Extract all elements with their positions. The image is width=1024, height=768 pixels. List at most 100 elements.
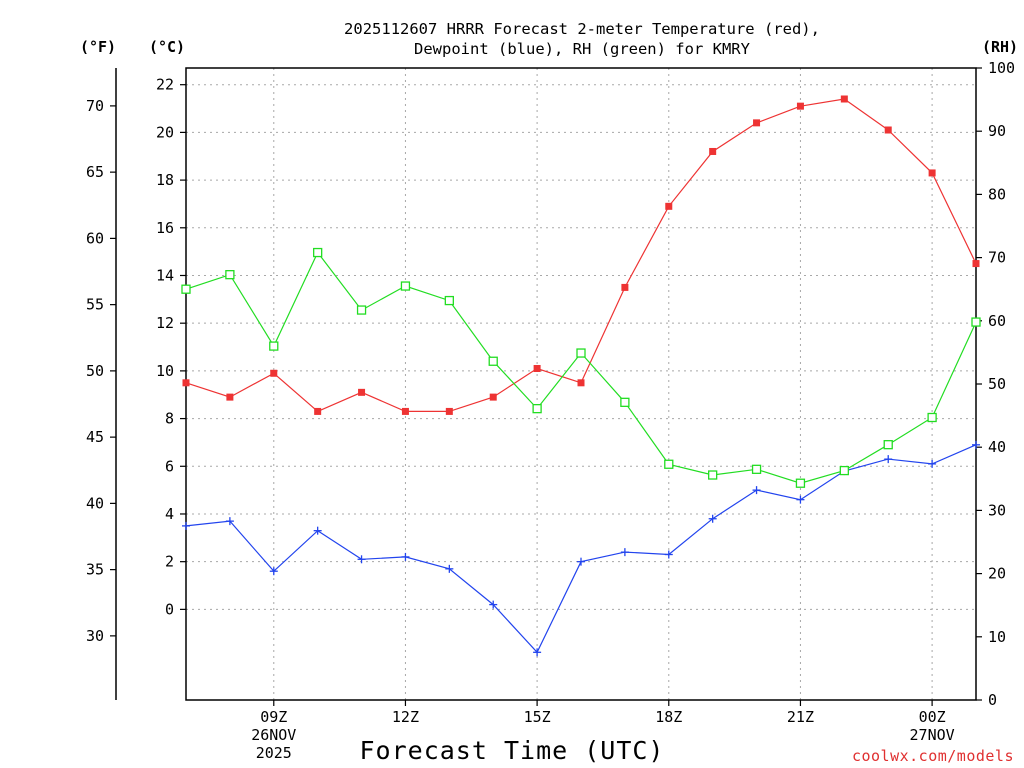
rh-point <box>971 317 981 327</box>
2-meter-temperature-point <box>489 393 497 401</box>
rh-tick-label: 10 <box>988 628 1006 646</box>
2-meter-temperature-point <box>401 407 409 415</box>
rh-point <box>708 470 718 480</box>
fahrenheit-tick-label: 45 <box>86 428 104 446</box>
dewpoint-point <box>708 514 717 523</box>
celsius-tick-label: 18 <box>156 171 174 189</box>
rh-tick-label: 40 <box>988 438 1006 456</box>
2-meter-temperature-point <box>753 119 761 127</box>
2-meter-temperature-point <box>226 393 234 401</box>
dewpoint-point <box>357 555 366 564</box>
x-tick-label: 12Z <box>392 708 419 726</box>
celsius-tick-label: 0 <box>165 600 174 618</box>
celsius-tick-label: 14 <box>156 266 174 284</box>
2-meter-temperature-point <box>840 95 848 103</box>
fahrenheit-tick-label: 55 <box>86 296 104 314</box>
2-meter-temperature-point <box>270 369 278 377</box>
rh-tick-label: 70 <box>988 249 1006 267</box>
chart-title-line-1: 2025112607 HRRR Forecast 2-meter Tempera… <box>344 20 820 38</box>
rh-point <box>883 440 893 450</box>
rh-tick-label: 60 <box>988 312 1006 330</box>
fahrenheit-unit-label: (°F) <box>80 38 116 56</box>
rh-point <box>313 247 323 258</box>
2-meter-temperature-point <box>182 379 190 387</box>
credit-text: coolwx.com/models <box>852 747 1014 765</box>
dewpoint-point <box>269 567 278 576</box>
x-tick-label: 09Z <box>260 708 287 726</box>
rh-point <box>620 397 630 407</box>
celsius-tick-label: 10 <box>156 362 174 380</box>
2-meter-temperature-point <box>928 169 936 177</box>
x-tick-label: 00Z <box>919 708 946 726</box>
dewpoint-point <box>620 548 629 557</box>
2-meter-temperature-point <box>314 407 322 415</box>
2-meter-temperature-point <box>709 147 717 155</box>
dewpoint-point <box>182 521 190 530</box>
2-meter-temperature-point <box>972 260 980 268</box>
dewpoint-point <box>577 557 585 566</box>
rh-point <box>356 305 367 315</box>
dewpoint-point <box>928 459 937 468</box>
celsius-tick-label: 12 <box>156 314 174 332</box>
rh-tick-label: 100 <box>988 59 1015 77</box>
celsius-tick-label: 16 <box>156 219 174 237</box>
dewpoint-point <box>225 517 234 526</box>
celsius-unit-label: (°C) <box>149 38 185 56</box>
rh-tick-label: 30 <box>988 501 1006 519</box>
rh-point <box>488 356 498 366</box>
rh-point <box>181 284 191 294</box>
fahrenheit-tick-label: 65 <box>86 163 104 181</box>
x-tick-label: 18Z <box>655 708 682 726</box>
2-meter-temperature-point <box>577 379 585 387</box>
fahrenheit-tick-label: 35 <box>86 561 104 579</box>
2-meter-temperature-point <box>796 102 804 110</box>
x-tick-label: 2025 <box>256 744 292 762</box>
2-meter-temperature-point <box>533 364 541 372</box>
x-tick-label: 26NOV <box>251 726 296 744</box>
fahrenheit-tick-label: 70 <box>86 97 104 115</box>
2-meter-temperature-point <box>665 202 673 210</box>
fahrenheit-tick-label: 50 <box>86 362 104 380</box>
2-meter-temperature-point <box>358 388 366 396</box>
2-meter-temperature-point <box>884 126 892 134</box>
x-tick-label: 27NOV <box>910 726 955 744</box>
rh-point <box>532 403 542 414</box>
dewpoint-point <box>884 455 893 464</box>
series-layer <box>181 95 981 657</box>
celsius-tick-label: 22 <box>156 76 174 94</box>
rh-point <box>444 295 454 306</box>
dewpoint-point <box>445 564 454 573</box>
dewpoint-point <box>489 600 498 609</box>
rh-point <box>664 459 674 469</box>
fahrenheit-tick-label: 60 <box>86 229 104 247</box>
rh-tick-label: 0 <box>988 691 997 709</box>
2-meter-temperature-point <box>621 283 629 291</box>
rh-tick-label: 50 <box>988 375 1006 393</box>
rh-point <box>576 348 586 358</box>
dewpoint-point <box>313 526 322 535</box>
dewpoint-point <box>664 550 673 559</box>
chart-title-line-2: Dewpoint (blue), RH (green) for KMRY <box>414 40 751 58</box>
celsius-tick-label: 6 <box>165 457 174 475</box>
rh-point <box>400 281 411 291</box>
dewpoint-point <box>401 552 410 561</box>
rh-point <box>269 341 279 351</box>
celsius-tick-label: 20 <box>156 123 174 141</box>
rh-point <box>927 412 937 423</box>
celsius-tick-label: 4 <box>165 505 174 523</box>
dewpoint-point <box>796 495 805 504</box>
x-axis-label: Forecast Time (UTC) <box>360 736 665 765</box>
axis-ticks: 0 2 4 6 8 10 12 14 16 18 20 22 30 35 40 45 50 55 60 65 70 0 10… <box>86 59 1015 762</box>
dewpoint-point <box>972 440 980 449</box>
fahrenheit-tick-label: 30 <box>86 627 104 645</box>
rh-point <box>751 464 762 474</box>
rh-point <box>839 465 849 476</box>
x-tick-label: 15Z <box>524 708 551 726</box>
rh-tick-label: 80 <box>988 185 1006 203</box>
rh-tick-label: 20 <box>988 565 1006 583</box>
rh-tick-label: 90 <box>988 122 1006 140</box>
rh-point <box>225 270 235 280</box>
dewpoint-point <box>752 486 761 495</box>
